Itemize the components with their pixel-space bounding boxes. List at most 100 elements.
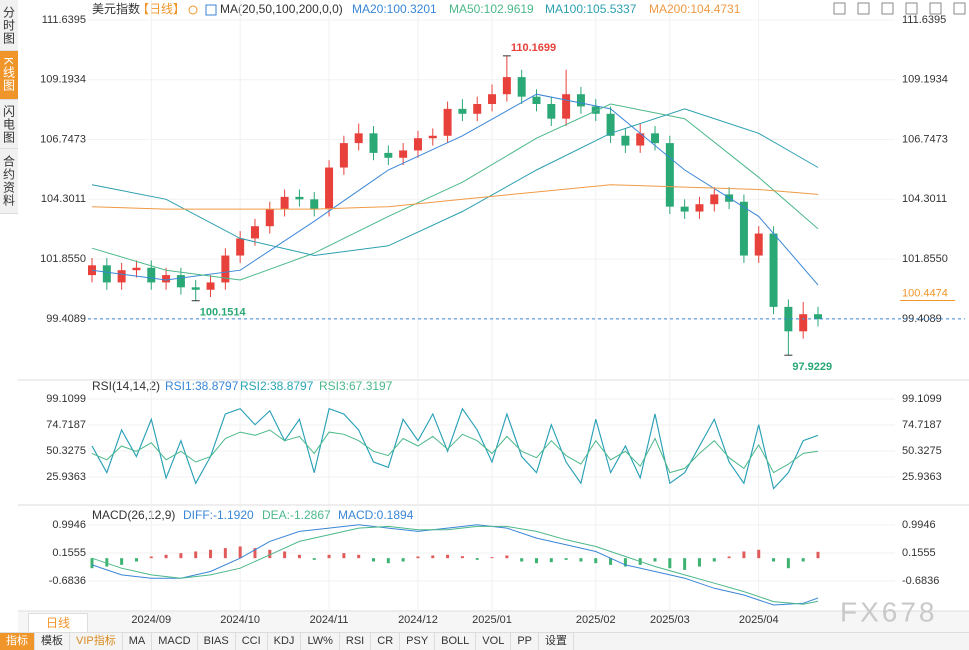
histogram-bar xyxy=(742,551,746,559)
y-tick-label: 109.1934 xyxy=(902,74,948,86)
series-line xyxy=(91,429,819,474)
candle-body xyxy=(754,233,763,256)
histogram-bar xyxy=(372,558,376,562)
histogram-bar xyxy=(253,548,257,559)
x-tick-label: 2025/02 xyxy=(576,614,616,626)
side-tab[interactable]: K线图 xyxy=(0,51,18,100)
histogram-bar xyxy=(786,558,790,569)
icon[interactable] xyxy=(905,2,918,15)
series-line xyxy=(91,93,819,286)
histogram-bar xyxy=(416,556,420,559)
candle-body xyxy=(295,196,304,200)
y-tick-label: 101.8550 xyxy=(40,253,86,265)
candle-body xyxy=(325,167,334,210)
histogram-bar xyxy=(134,558,138,562)
histogram-bar xyxy=(727,556,731,559)
legend-entry: DIFF:-1.1920 xyxy=(183,508,254,522)
x-tick-label: 2024/10 xyxy=(220,614,260,626)
icon[interactable] xyxy=(953,2,966,15)
candle-body xyxy=(147,267,156,283)
toolbar-item[interactable]: PSY xyxy=(400,633,436,650)
candle-body xyxy=(651,133,660,144)
candle-body xyxy=(636,133,645,146)
settings-icon[interactable] xyxy=(188,5,198,15)
toolbar-item[interactable]: KDJ xyxy=(268,633,302,650)
histogram-bar xyxy=(446,554,450,559)
candle-body xyxy=(206,282,215,290)
toolbar-item[interactable]: PP xyxy=(511,633,539,650)
toolbar-item[interactable]: CCI xyxy=(236,633,268,650)
toolbar-item[interactable]: BOLL xyxy=(435,633,477,650)
candle-body xyxy=(769,233,778,307)
candle-body xyxy=(280,196,289,210)
toolbar-item[interactable]: VIP指标 xyxy=(70,633,123,650)
legend-entry: MACD:0.1894 xyxy=(338,508,414,522)
histogram-bar xyxy=(179,553,183,559)
candle-body xyxy=(265,209,274,227)
toolbar-item[interactable]: 设置 xyxy=(539,633,574,650)
histogram-bar xyxy=(564,558,568,560)
y-tick-label: 0.9946 xyxy=(52,519,86,531)
candle-body xyxy=(665,143,674,207)
candle-body xyxy=(606,113,615,136)
y-tick-label: 111.6395 xyxy=(902,14,946,26)
histogram-bar xyxy=(283,551,287,559)
histogram-bar xyxy=(534,558,538,564)
histogram-bar xyxy=(164,554,168,559)
icon[interactable] xyxy=(881,2,894,15)
period-tab[interactable]: 日线 xyxy=(28,613,88,632)
side-tab[interactable]: 分时图 xyxy=(0,0,18,51)
icon[interactable] xyxy=(929,2,942,15)
histogram-bar xyxy=(342,553,346,559)
top-icons[interactable] xyxy=(833,2,966,15)
candle-body xyxy=(695,204,704,212)
y-tick-label: 50.3275 xyxy=(46,445,86,457)
toolbar-item[interactable]: CR xyxy=(371,633,401,650)
y-tick-label: 74.7187 xyxy=(46,419,86,431)
toolbar-item[interactable]: 指标 xyxy=(0,633,35,650)
histogram-bar xyxy=(609,558,613,565)
candle-body xyxy=(517,77,526,97)
side-tab[interactable]: 闪电图 xyxy=(0,100,18,149)
y-tick-label: 0.1555 xyxy=(902,547,936,559)
histogram-bar xyxy=(757,549,761,559)
candle-body xyxy=(428,135,437,139)
y-tick-label: 99.1099 xyxy=(902,393,942,405)
toolbar-item[interactable]: VOL xyxy=(476,633,512,650)
candle-body xyxy=(710,194,719,205)
ma-icon[interactable] xyxy=(205,4,217,16)
side-tab[interactable]: 合约资料 xyxy=(0,149,18,214)
histogram-bar xyxy=(549,558,553,563)
legend-entry: RSI3:67.3197 xyxy=(319,379,393,393)
period-label[interactable]: 【日线】 xyxy=(137,2,185,16)
toolbar-item[interactable]: LW% xyxy=(301,633,340,650)
y-tick-label: 104.3011 xyxy=(41,193,86,205)
y-tick-label: 25.9363 xyxy=(46,471,86,483)
y-tick-label: 0.1555 xyxy=(52,547,86,559)
series-line xyxy=(91,407,819,490)
toolbar: 指标 模板 VIP指标 MA MACD BIAS CCI KDJ LW% RSI CR PSY BOLL… xyxy=(0,632,969,650)
candle-body xyxy=(799,314,808,332)
chart-title: 美元指数 xyxy=(92,1,140,16)
toolbar-item[interactable]: MACD xyxy=(152,633,198,650)
series-line xyxy=(91,524,819,606)
histogram-bar xyxy=(223,548,227,559)
toolbar-item[interactable]: BIAS xyxy=(198,633,236,650)
extreme-label: 100.1514 xyxy=(200,307,247,319)
candle-body xyxy=(413,138,422,151)
candle-body xyxy=(339,143,348,168)
toolbar-item[interactable]: MA xyxy=(123,633,153,650)
toolbar-item[interactable]: RSI xyxy=(340,633,372,650)
candle-body xyxy=(562,94,571,119)
histogram-bar xyxy=(594,558,598,564)
icon[interactable] xyxy=(833,2,846,15)
toolbar-item[interactable]: 模板 xyxy=(35,633,70,650)
legend-entry: RSI2:38.8797 xyxy=(240,379,314,393)
candle-body xyxy=(680,206,689,212)
icon[interactable] xyxy=(857,2,870,15)
legend-entry: MA20:100.3201 xyxy=(352,2,437,16)
candle-body xyxy=(310,199,319,210)
y-tick-label: 74.7187 xyxy=(902,419,942,431)
histogram-bar xyxy=(653,558,657,562)
